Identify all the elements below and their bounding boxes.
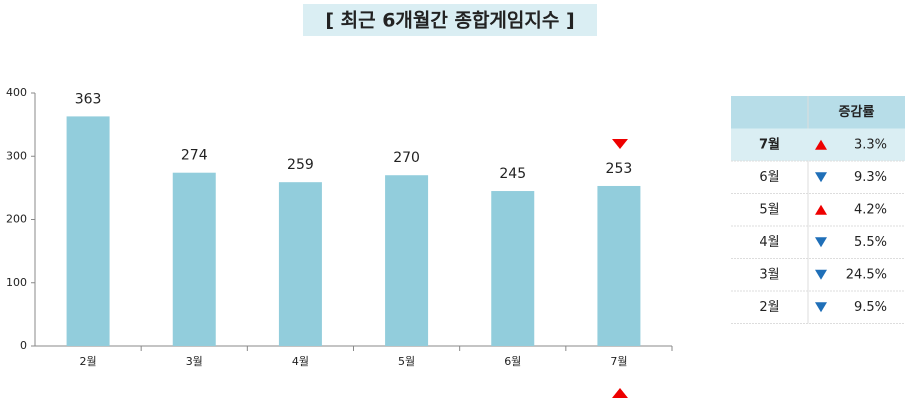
change-value: 5.5% [854, 235, 887, 250]
bar [385, 175, 429, 346]
change-value: 24.5% [846, 267, 887, 282]
bar [278, 182, 322, 346]
trend-icon [815, 302, 827, 313]
bar [66, 116, 110, 346]
x-tick-label: 7월 [610, 355, 627, 368]
marker [612, 139, 628, 149]
table-header: 증감률 [839, 105, 875, 120]
value-label: 363 [75, 91, 102, 107]
change-value: 9.3% [854, 170, 887, 185]
row-label: 6월 [759, 170, 779, 185]
value-label: 253 [606, 161, 633, 177]
value-label: 274 [181, 148, 208, 164]
row-label: 7월 [759, 136, 780, 152]
x-tick-label: 3월 [186, 355, 203, 368]
change-value: 3.3% [854, 137, 887, 152]
trend-icon [815, 139, 827, 150]
trend-icon [815, 237, 827, 248]
x-tick-label: 4월 [292, 355, 309, 368]
y-tick-label: 200 [6, 213, 27, 226]
y-tick-label: 0 [20, 339, 27, 352]
trend-icon [815, 269, 827, 280]
row-label: 2월 [759, 300, 779, 315]
bar [491, 191, 535, 346]
bar [597, 185, 641, 346]
marker [612, 388, 628, 398]
y-tick-label: 400 [6, 86, 27, 99]
value-label: 259 [287, 157, 314, 173]
y-tick-label: 300 [6, 149, 27, 162]
x-tick-label: 2월 [80, 355, 97, 368]
trend-icon [815, 204, 827, 215]
value-label: 245 [499, 166, 526, 182]
title-box [303, 4, 597, 36]
table-header-bg [731, 96, 905, 129]
chart-title: [ 최근 6개월간 종합게임지수 ] [325, 10, 574, 32]
row-label: 5월 [759, 202, 779, 217]
trend-icon [815, 172, 827, 183]
x-tick-label: 5월 [398, 355, 415, 368]
row-label: 3월 [759, 267, 779, 282]
value-label: 270 [393, 150, 420, 166]
x-tick-label: 6월 [504, 355, 521, 368]
change-value: 9.5% [854, 300, 887, 315]
change-value: 4.2% [854, 202, 887, 217]
bar [172, 172, 216, 346]
y-tick-label: 100 [6, 276, 27, 289]
row-label: 4월 [759, 235, 779, 250]
